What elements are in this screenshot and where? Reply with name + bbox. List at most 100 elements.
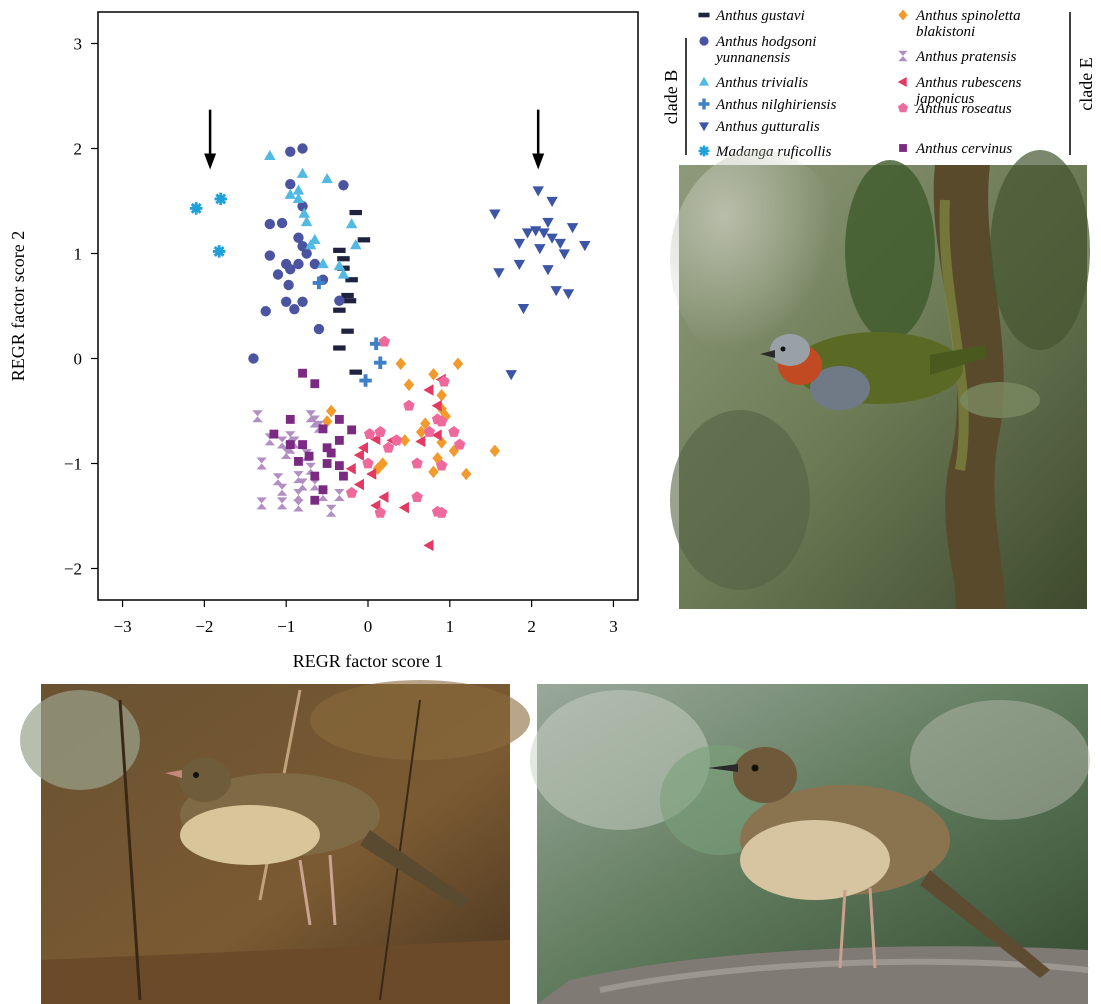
point-circle — [280, 296, 292, 307]
x-tick-label: 0 — [364, 617, 373, 636]
legend-marker-hourglass — [898, 50, 908, 62]
point-circle — [260, 306, 271, 317]
point-square — [318, 424, 328, 434]
point-triangle-left — [357, 442, 369, 454]
legend: clade B clade E Anthus gustavi Anthus hod… — [661, 8, 1096, 160]
point-plus — [374, 356, 387, 369]
legend-label: Anthus hodgsoni — [715, 34, 816, 50]
point-hourglass — [256, 457, 267, 470]
point-pentagon — [378, 335, 391, 347]
point-dash — [333, 307, 346, 313]
point-pentagon — [431, 413, 444, 425]
point-pentagon — [435, 506, 448, 518]
point-pentagon — [411, 457, 423, 469]
arrow-annotations — [204, 109, 545, 170]
x-axis-title: REGR factor score 1 — [293, 651, 443, 671]
point-triangle-down — [517, 303, 530, 315]
legend-label-line2: blakistoni — [916, 24, 975, 40]
y-tick-label: 0 — [74, 350, 83, 369]
point-dash — [333, 345, 346, 351]
point-plus — [359, 374, 372, 387]
point-triangle-up — [321, 172, 333, 184]
y-tick-label: 1 — [74, 245, 83, 264]
photo-bird-on-trunk — [670, 150, 1090, 609]
x-tick-label: −2 — [195, 617, 213, 636]
point-circle — [313, 323, 325, 335]
point-circle — [297, 201, 308, 212]
point-circle — [334, 295, 345, 306]
y-tick-label: 3 — [74, 35, 83, 54]
point-triangle-up — [264, 149, 276, 161]
point-square — [304, 451, 314, 461]
point-pentagon — [374, 426, 386, 437]
legend-marker-square — [899, 144, 907, 152]
scatter-plot: −3 −2 −1 0 1 2 3 −2 −1 0 1 2 3 REGR factor score 1 R… — [8, 11, 639, 671]
point-hourglass — [305, 410, 316, 423]
point-diamond — [395, 357, 406, 370]
point-triangle-up — [296, 167, 309, 178]
point-dash — [357, 237, 371, 243]
point-triangle-up — [292, 184, 305, 195]
point-diamond — [428, 368, 439, 381]
point-triangle-down — [546, 196, 558, 207]
point-dash — [337, 256, 350, 262]
point-circle — [297, 296, 308, 307]
point-circle — [285, 146, 296, 157]
point-circle — [285, 179, 296, 190]
point-triangle-down — [538, 228, 550, 239]
point-hourglass — [293, 489, 304, 501]
point-hourglass — [309, 415, 321, 428]
point-triangle-up — [292, 192, 305, 204]
point-triangle-down — [542, 217, 554, 228]
y-tick-label: −2 — [64, 560, 82, 579]
legend-marker-asterisk-center — [701, 148, 707, 154]
point-diamond — [489, 444, 501, 458]
point-circle — [272, 269, 284, 280]
point-square — [310, 471, 320, 481]
legend-marker-triangle-down — [698, 122, 710, 132]
point-diamond — [325, 404, 337, 418]
point-triangle-down — [554, 238, 566, 249]
point-diamond — [436, 436, 447, 449]
point-square — [347, 425, 357, 435]
point-triangle-down — [513, 259, 526, 270]
point-square — [294, 456, 303, 466]
point-hourglass — [325, 504, 337, 517]
point-square — [326, 448, 336, 458]
legend-marker-plus — [698, 98, 710, 110]
point-pentagon — [411, 491, 423, 502]
point-dash — [349, 209, 362, 216]
x-tick-label: 3 — [609, 617, 618, 636]
point-circle — [301, 248, 312, 259]
point-square — [285, 414, 295, 424]
point-triangle-down — [505, 370, 517, 381]
x-tick-label: −3 — [113, 617, 131, 636]
point-triangle-up — [350, 239, 362, 250]
axes: −3 −2 −1 0 1 2 3 −2 −1 0 1 2 3 — [64, 35, 618, 637]
point-square — [334, 435, 344, 445]
point-diamond — [399, 434, 411, 447]
arrow-head — [204, 153, 217, 170]
point-dash — [341, 328, 354, 334]
point-square — [322, 443, 332, 453]
point-hourglass — [334, 489, 345, 501]
point-hourglass — [252, 410, 263, 423]
point-square — [318, 485, 328, 495]
point-pentagon — [435, 459, 448, 471]
point-hourglass — [272, 473, 284, 486]
point-pentagon — [363, 428, 376, 439]
point-triangle-left — [345, 463, 356, 475]
point-triangle-down — [493, 268, 505, 279]
point-triangle-left — [370, 499, 381, 512]
y-axis-title: REGR factor score 2 — [8, 231, 28, 381]
legend-marker-circle — [699, 36, 709, 46]
point-triangle-left — [431, 400, 442, 412]
legend-label: Anthus pratensis — [915, 49, 1017, 65]
legend-marker-diamond — [898, 9, 908, 21]
legend-label: Anthus roseatus — [915, 101, 1012, 117]
point-square — [285, 440, 295, 450]
clade-e-label: clade E — [1076, 57, 1096, 110]
point-asterisk-center — [218, 196, 224, 202]
point-diamond — [403, 378, 415, 391]
y-tick-label: −1 — [64, 455, 82, 474]
